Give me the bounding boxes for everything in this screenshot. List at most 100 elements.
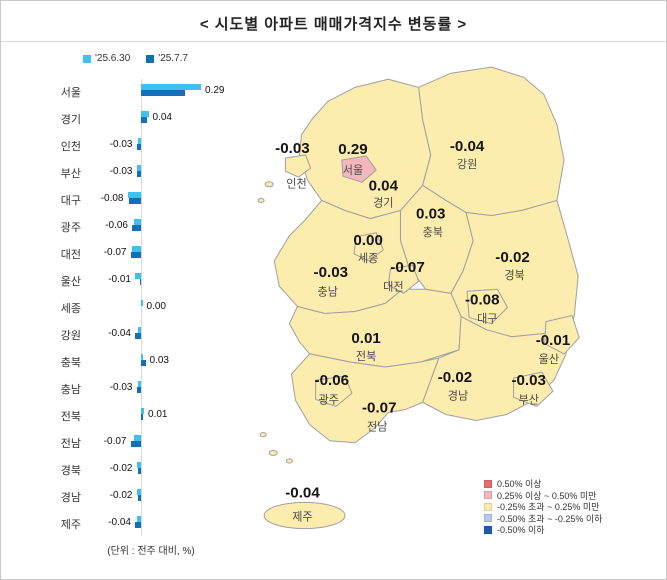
map-legend-label: -0.50% 초과 ~ -0.25% 이하 — [497, 513, 603, 524]
map-label-chungnam: 충남 — [318, 285, 338, 298]
region-busan — [513, 371, 554, 407]
map-value-gyeonggi: 0.04 — [369, 177, 399, 194]
map-value-chungbuk: 0.03 — [416, 206, 445, 223]
map-value-ulsan: -0.01 — [536, 332, 570, 349]
bar-category-label: 서울 — [60, 87, 81, 99]
bar-row: 세종 0.00 — [29, 293, 250, 320]
bar-value-label: 0.04 — [152, 112, 172, 123]
bar-prev-week — [136, 165, 141, 171]
bar-this-week — [141, 117, 147, 123]
legend-label-prev-week: '25.6.30 — [95, 53, 131, 64]
map-legend-item: -0.50% 초과 ~ -0.25% 이하 — [484, 513, 602, 525]
region-jeonnam — [290, 353, 440, 444]
bar-chart-rows: 서울 0.29 경기 0.04 인천 -0.03 부산 -0.03 대구 -0.08 광주 -0.06… — [29, 77, 250, 536]
map-legend-item: -0.25% 초과 ~ 0.25% 미만 — [484, 501, 602, 513]
bar-category-label: 전남 — [60, 438, 81, 450]
island — [257, 197, 265, 203]
map-legend: 0.50% 이상 0.25% 이상 ~ 0.50% 미만 -0.25% 초과 ~… — [484, 478, 602, 536]
map-label-gangwon: 강원 — [457, 158, 477, 171]
map-value-daejeon: -0.07 — [390, 259, 424, 276]
bar-prev-week — [133, 219, 141, 225]
bar-value-label: -0.02 — [109, 490, 133, 501]
map-legend-label: 0.25% 이상 ~ 0.50% 미만 — [497, 490, 597, 501]
bar-category-label: 전북 — [60, 411, 81, 423]
bar-this-week — [136, 171, 141, 177]
bar-prev-week — [136, 489, 141, 495]
map-label-daejeon: 대전 — [383, 280, 403, 293]
bar-prev-week — [138, 327, 141, 333]
map-label-gyeongbuk: 경북 — [504, 269, 524, 282]
map-label-gyeonggi: 경기 — [373, 196, 393, 209]
bar-this-week — [141, 414, 143, 420]
region-gangwon — [418, 66, 565, 217]
island — [285, 458, 293, 464]
bar-this-week — [141, 90, 185, 96]
island — [259, 432, 267, 438]
bar-this-week — [138, 468, 141, 474]
bar-this-week — [130, 441, 141, 447]
page-title: < 시도별 아파트 매매가격지수 변동률 > — [199, 16, 468, 33]
bar-value-label: 0.00 — [146, 301, 166, 312]
map-legend-swatch-up — [484, 491, 492, 500]
unit-note: (단위 : 전주 대비, %) — [107, 546, 195, 557]
map-label-seoul: 서울 — [343, 164, 363, 177]
bar-prev-week — [136, 462, 141, 468]
bar-this-week — [136, 144, 141, 150]
bar-value-label: -0.03 — [109, 139, 133, 150]
map-legend-item: 0.25% 이상 ~ 0.50% 미만 — [484, 490, 602, 502]
region-daejeon — [387, 264, 420, 294]
map-label-gwangju: 광주 — [319, 393, 339, 406]
bar-value-label: -0.03 — [109, 382, 133, 393]
bar-prev-week — [132, 246, 141, 252]
bar-this-week — [135, 522, 141, 528]
bar-prev-week — [141, 408, 144, 414]
map-label-daegu: 대구 — [477, 313, 497, 326]
region-jeju — [263, 501, 346, 530]
bar-row: 전북 0.01 — [29, 401, 250, 428]
bar-value-label: 0.01 — [148, 409, 168, 420]
map-label-busan: 부산 — [518, 393, 538, 406]
bar-prev-week — [133, 435, 141, 441]
bar-category-label: 부산 — [60, 168, 81, 180]
bar-category-label: 경기 — [60, 114, 81, 126]
map-legend-item: -0.50% 이하 — [484, 524, 602, 536]
bar-value-label: -0.02 — [109, 463, 133, 474]
bar-prev-week — [141, 354, 143, 360]
region-ulsan — [544, 315, 580, 355]
bar-row: 대전 -0.07 — [29, 239, 250, 266]
map-label-ulsan: 울산 — [539, 353, 559, 366]
bar-category-label: 대전 — [60, 249, 81, 261]
bar-row: 강원 -0.04 — [29, 320, 250, 347]
region-chungnam — [273, 199, 410, 315]
bar-row: 경기 0.04 — [29, 104, 250, 131]
map-legend-label: 0.50% 이상 — [497, 479, 542, 490]
bar-prev-week — [141, 84, 201, 90]
island — [264, 181, 274, 188]
map-value-busan: -0.03 — [511, 372, 545, 389]
bar-category-label: 충북 — [60, 357, 81, 369]
bar-category-label: 강원 — [60, 330, 81, 342]
bar-category-label: 광주 — [60, 222, 81, 234]
map-value-gwangju: -0.06 — [315, 372, 349, 389]
map-legend-swatch-neutral — [484, 502, 492, 511]
map-value-gangwon: -0.04 — [450, 138, 485, 155]
zero-axis-line — [141, 79, 142, 536]
bar-category-label: 대구 — [60, 195, 81, 207]
bar-category-label: 인천 — [60, 141, 81, 153]
bar-row: 전남 -0.07 — [29, 428, 250, 455]
map-value-seoul: 0.29 — [338, 141, 367, 158]
region-sejong — [353, 232, 384, 262]
map-value-jeonnam: -0.07 — [362, 399, 396, 416]
title-divider — [1, 41, 666, 42]
bar-category-label: 경남 — [60, 492, 81, 504]
map-legend-label: -0.25% 초과 ~ 0.25% 미만 — [497, 502, 600, 513]
bar-row: 서울 0.29 — [29, 77, 250, 104]
legend-swatch-prev-week — [83, 54, 91, 63]
map-label-gyeongnam: 경남 — [448, 389, 468, 402]
map-label-jeonbuk: 전북 — [356, 350, 376, 363]
map-label-chungbuk: 충북 — [423, 226, 443, 239]
legend-item-prev-week: '25.6.30 — [83, 53, 130, 64]
bar-this-week — [136, 387, 141, 393]
bar-category-label: 세종 — [60, 303, 81, 315]
